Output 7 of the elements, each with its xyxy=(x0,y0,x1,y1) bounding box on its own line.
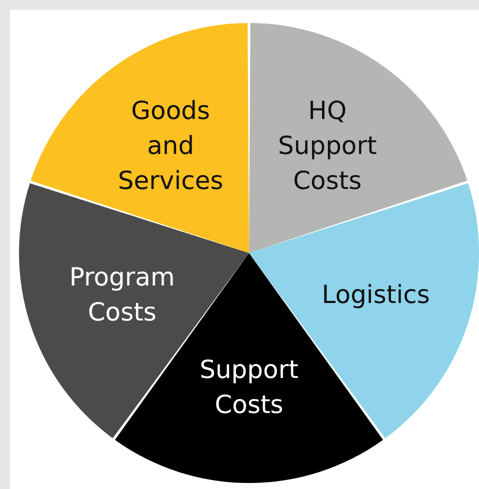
slice-label: HQ Support Costs xyxy=(278,96,378,195)
pie-slice xyxy=(249,23,468,253)
slice-label: Program Costs xyxy=(69,262,175,326)
slice-label: Support Costs xyxy=(200,354,299,418)
slice-label: Logistics xyxy=(322,280,430,309)
pie-slice xyxy=(30,23,249,253)
slice-label: Goods and Services xyxy=(118,96,224,195)
